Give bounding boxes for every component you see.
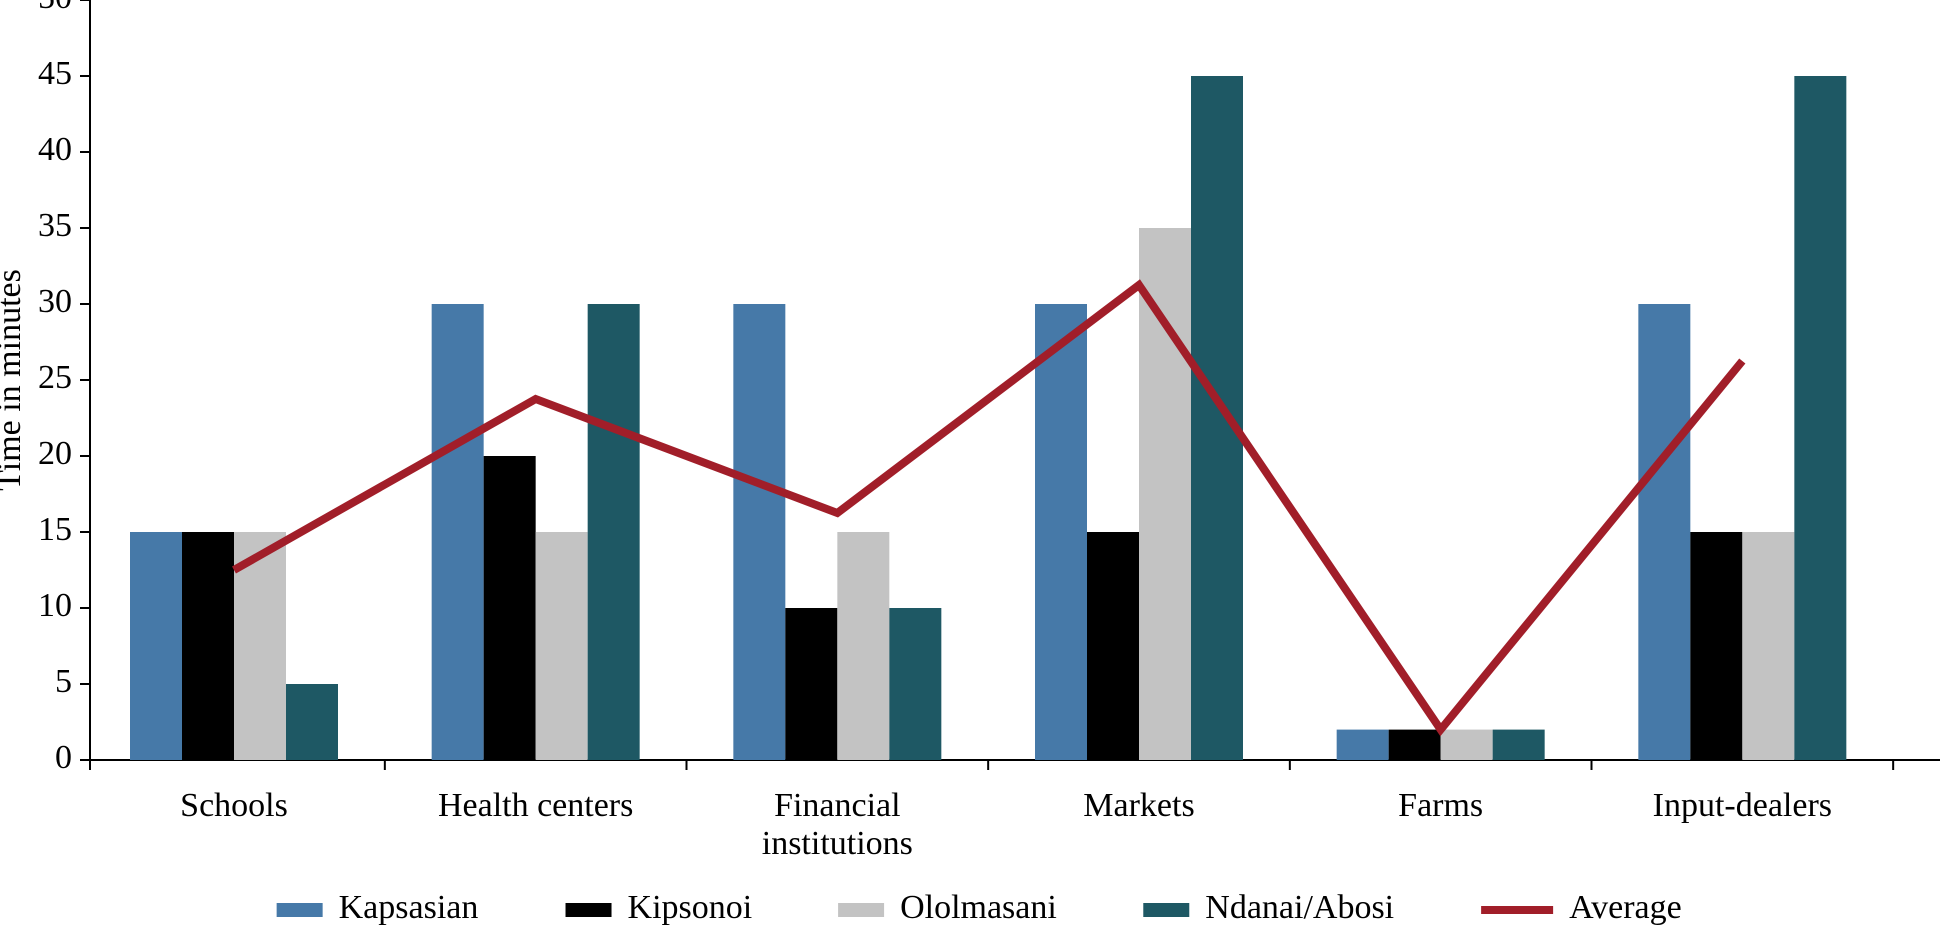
x-category-label: institutions [762, 825, 913, 862]
legend-swatch [838, 903, 884, 917]
x-category-label: Health centers [438, 787, 633, 824]
bar-ololmasani [1139, 228, 1191, 760]
y-tick-label: 30 [38, 283, 72, 320]
bar-ndanai-abosi [889, 608, 941, 760]
bar-kipsonoi [1389, 730, 1441, 760]
y-axis-label: Time in minutes [0, 269, 28, 491]
x-category-label: Markets [1083, 787, 1194, 824]
y-tick-label: 35 [38, 207, 72, 244]
y-tick-label: 45 [38, 55, 72, 92]
x-category-label: Financial [774, 787, 901, 824]
legend-label: Kipsonoi [628, 889, 753, 926]
legend-swatch [1143, 903, 1189, 917]
y-tick-label: 40 [38, 131, 72, 168]
y-tick-label: 10 [38, 587, 72, 624]
legend-swatch-line [1481, 906, 1553, 914]
bar-ndanai-abosi [1794, 76, 1846, 760]
legend-label: Average [1569, 889, 1682, 926]
y-tick-label: 0 [55, 739, 72, 776]
bar-ololmasani [1441, 730, 1493, 760]
legend-label: Ololmasani [900, 889, 1057, 926]
y-tick-label: 5 [55, 663, 72, 700]
bar-kapsasian [432, 304, 484, 760]
x-category-label: Farms [1398, 787, 1483, 824]
bar-kapsasian [733, 304, 785, 760]
bar-ololmasani [536, 532, 588, 760]
bar-kapsasian [1337, 730, 1389, 760]
legend-swatch [566, 903, 612, 917]
y-tick-label: 15 [38, 511, 72, 548]
bar-kipsonoi [182, 532, 234, 760]
bar-ndanai-abosi [286, 684, 338, 760]
bar-ololmasani [1742, 532, 1794, 760]
legend-swatch [277, 903, 323, 917]
legend-label: Ndanai/Abosi [1205, 889, 1394, 926]
y-tick-label: 20 [38, 435, 72, 472]
chart-container: 0 5 10 15 20 25 30 35 40 45 50 Time in minutes Schoo… [0, 0, 1960, 946]
bar-ndanai-abosi [1191, 76, 1243, 760]
x-category-label: Schools [180, 787, 288, 824]
bar-kipsonoi [1690, 532, 1742, 760]
bar-kipsonoi [1087, 532, 1139, 760]
y-tick-label: 25 [38, 359, 72, 396]
bar-kapsasian [130, 532, 182, 760]
legend-label: Kapsasian [339, 889, 479, 926]
bar-kapsasian [1638, 304, 1690, 760]
chart-svg: 0 5 10 15 20 25 30 35 40 45 50 Time in minutes Schoo… [0, 0, 1960, 946]
bar-kapsasian [1035, 304, 1087, 760]
bar-ndanai-abosi [588, 304, 640, 760]
bar-kipsonoi [785, 608, 837, 760]
x-category-label: Input-dealers [1653, 787, 1832, 824]
y-tick-label: 50 [38, 0, 72, 16]
bar-ndanai-abosi [1493, 730, 1545, 760]
bar-ololmasani [837, 532, 889, 760]
bar-kipsonoi [484, 456, 536, 760]
